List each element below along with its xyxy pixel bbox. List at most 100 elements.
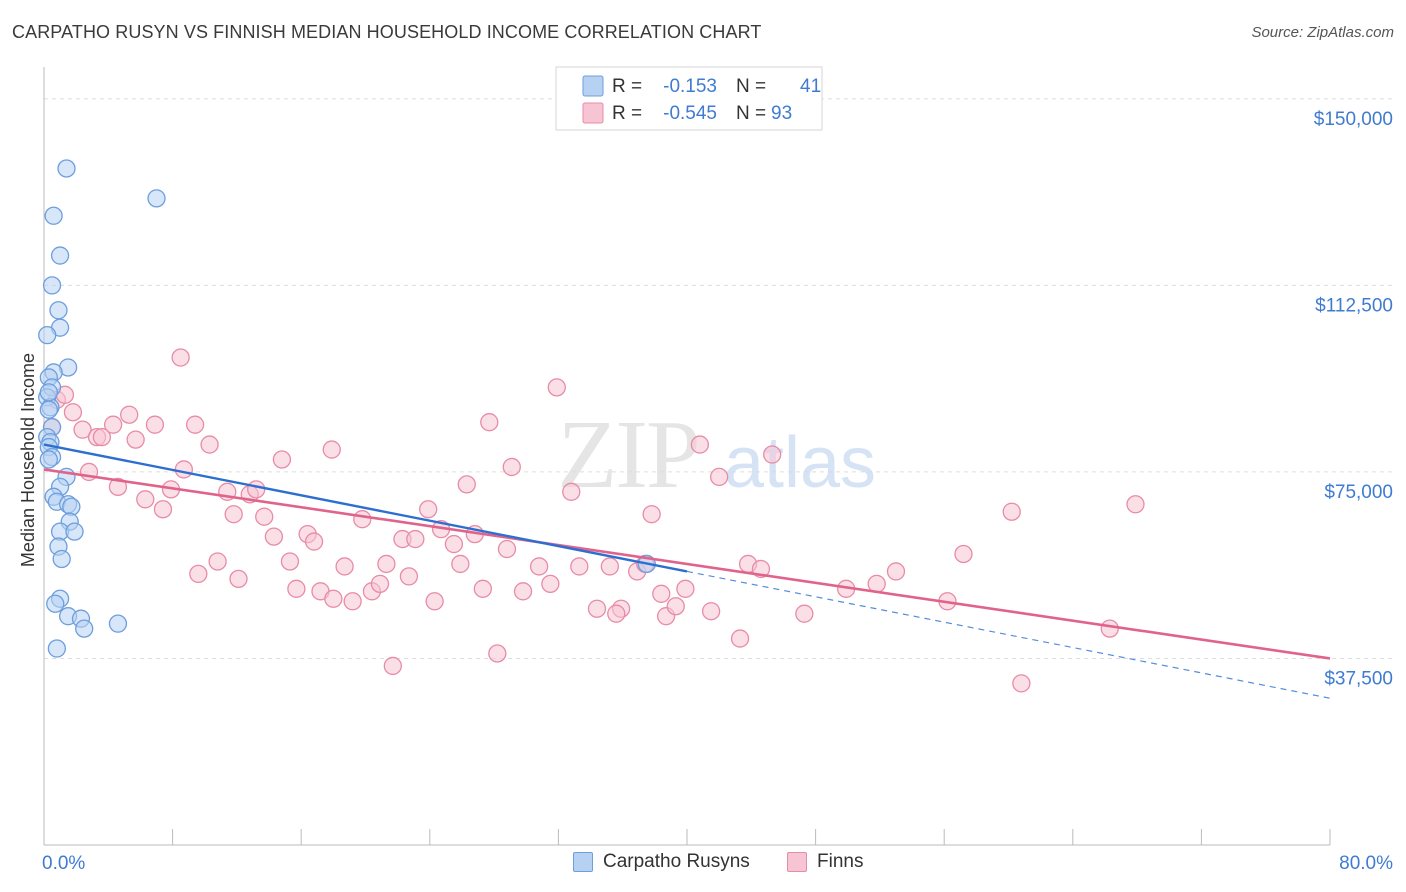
point-finn [264,527,284,546]
point-carpatho-rusyn [46,594,65,613]
y-tick-label: $75,000 [1324,482,1393,503]
point-finn [1002,502,1021,521]
point-carpatho-rusyn [39,450,58,469]
legend-r-value-finns: -0.545 [663,103,717,124]
legend-r-label-carpatho: R = [612,76,642,97]
point-carpatho-rusyn [42,276,62,295]
y-tick-label: $112,500 [1315,295,1393,316]
point-carpatho-rusyn [47,639,67,658]
bottom-legend-label-carpatho: Carpatho Rusyns [603,851,750,872]
point-finn [120,405,139,424]
trend-line-carpatho-extension [686,570,1331,699]
point-finn [185,415,205,434]
point-carpatho-rusyn [39,400,58,419]
point-finn [444,534,464,554]
point-finn [886,562,906,581]
point-finn [954,544,973,564]
trend-line-carpatho [43,443,688,573]
point-finn [343,592,362,611]
point-finn [280,552,300,571]
bottom-legend-label-finns: Finns [817,851,864,872]
point-finn [153,500,173,519]
bottom-legend-item-carpatho: Carpatho Rusyns [573,851,750,873]
point-carpatho-rusyn [57,159,76,178]
point-finn [145,415,165,434]
point-finn [383,656,402,676]
chart-title: CARPATHO RUSYN VS FINNISH MEDIAN HOUSEHO… [12,22,762,42]
point-finn [529,557,549,576]
bottom-legend-swatch-carpatho [573,852,593,872]
point-finn [676,579,695,598]
point-finn [480,413,499,432]
point-finn [272,450,292,469]
point-finn [419,500,438,519]
point-finn [247,480,266,499]
point-carpatho-rusyn [108,614,128,633]
point-finn [763,445,782,464]
bottom-legend: Carpatho Rusyns Finns [0,851,1406,879]
legend-swatch-finns [582,102,604,124]
point-finn [701,602,721,621]
point-finn [1012,674,1031,693]
point-carpatho-rusyn [39,383,58,402]
point-finn [642,505,661,524]
point-finn [287,579,306,598]
point-finn [473,579,492,598]
point-carpatho-rusyn [38,325,57,345]
point-finn [406,529,425,549]
point-finn [607,604,626,623]
point-finn [335,557,354,576]
point-finn [255,507,274,526]
source-label: Source: ZipAtlas.com [1251,24,1394,41]
point-finn [652,584,671,603]
point-carpatho-rusyn [147,189,166,208]
legend-n-label-finns: N = [736,103,766,124]
point-finn [208,552,227,571]
point-finn [322,440,341,459]
point-finn [136,490,155,509]
watermark-zip: ZIP [558,401,699,509]
y-tick-label: $37,500 [1324,668,1393,689]
point-finn [229,569,248,589]
x-tick-label: 80.0% [1339,853,1393,874]
trend-lines [43,443,1331,699]
point-finn [126,430,145,449]
legend-r-label-finns: R = [612,103,642,124]
point-finn [171,348,190,367]
point-finn [174,460,194,479]
point-finn [324,589,343,608]
point-finn [103,415,123,434]
point-finn [399,567,419,586]
point-finn [73,420,92,439]
x-tick-label: 0.0% [42,853,85,874]
point-finn [457,475,476,494]
tick-labels: $37,500 $75,000 $112,500 $150,000 0.0% 80.0% [42,109,1393,874]
point-finn [370,574,390,594]
point-carpatho-rusyn [50,246,70,265]
point-finn [541,574,560,594]
point-carpatho-rusyn [65,522,84,541]
point-finn [587,599,607,618]
point-finn [690,435,710,454]
point-finn [570,557,589,576]
point-finn [304,532,324,551]
point-finn [63,403,83,422]
point-finn [1100,619,1119,638]
top-legend: R = -0.153 N = 41 R = -0.545 N = 93 [555,66,823,131]
point-finn [92,427,112,447]
point-carpatho-rusyn [44,206,63,225]
grid-lines [44,98,1395,659]
point-finn [224,505,243,524]
y-tick-label: $150,000 [1314,109,1393,130]
y-axis-label: Median Household Income [18,353,38,567]
point-carpatho-rusyn [75,619,94,638]
bottom-legend-swatch-finns [787,852,807,872]
point-finn [108,477,128,497]
watermark: ZIP atlas [558,401,877,509]
point-finn [189,564,208,584]
legend-n-value-carpatho: 41 [800,76,821,97]
point-finn [513,582,533,601]
point-finn [710,467,729,487]
point-carpatho-rusyn [49,301,68,320]
